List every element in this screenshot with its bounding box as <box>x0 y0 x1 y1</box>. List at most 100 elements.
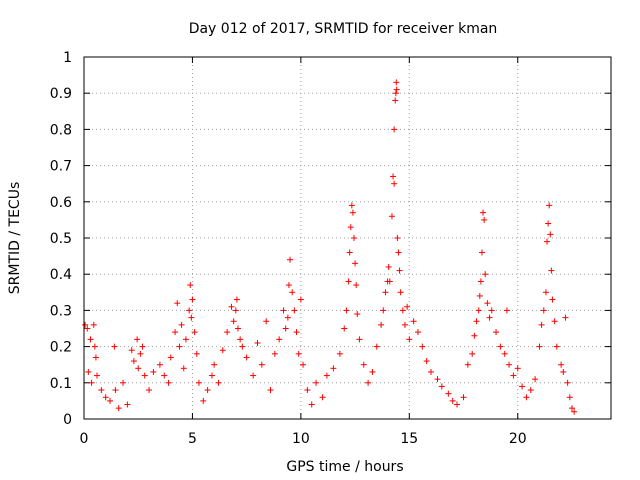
data-point <box>414 329 421 336</box>
data-point <box>224 329 231 336</box>
data-point <box>540 307 547 314</box>
data-point <box>388 213 395 220</box>
data-point <box>553 343 560 350</box>
x-tick-label: 10 <box>292 431 310 447</box>
data-point <box>280 307 287 314</box>
y-tick-label: 0.6 <box>50 195 72 211</box>
data-point <box>304 387 311 394</box>
data-point <box>84 325 91 332</box>
data-point <box>348 202 355 209</box>
data-point <box>124 401 131 408</box>
x-tick-label: 5 <box>188 431 197 447</box>
data-point <box>404 303 411 310</box>
data-point <box>336 350 343 357</box>
data-point <box>165 379 172 386</box>
y-tick-label: 0 <box>63 412 72 428</box>
plot-frame <box>83 56 612 420</box>
data-point <box>289 289 296 296</box>
data-point <box>497 343 504 350</box>
data-point <box>349 209 356 216</box>
data-point <box>208 372 215 379</box>
data-point <box>562 314 569 321</box>
data-point <box>188 314 195 321</box>
data-point <box>156 361 163 368</box>
data-point <box>438 383 445 390</box>
data-point <box>484 300 491 307</box>
x-axis-label: GPS time / hours <box>286 459 403 475</box>
data-point <box>473 318 480 325</box>
y-tick-label: 0.9 <box>50 86 72 102</box>
y-tick-label: 0.2 <box>50 340 72 356</box>
data-point <box>391 126 398 133</box>
data-point <box>137 350 144 357</box>
data-point <box>195 379 202 386</box>
data-point <box>90 321 97 328</box>
data-point <box>544 238 551 245</box>
y-tick-label: 0.5 <box>50 231 72 247</box>
data-point <box>356 336 363 343</box>
data-point <box>172 329 179 336</box>
data-point <box>380 307 387 314</box>
data-point <box>347 224 354 231</box>
data-point <box>378 321 385 328</box>
data-point <box>536 343 543 350</box>
data-point <box>493 329 500 336</box>
data-point <box>545 220 552 227</box>
data-point <box>115 405 122 412</box>
data-point <box>547 231 554 238</box>
x-tick-label: 0 <box>80 431 89 447</box>
data-point <box>107 397 114 404</box>
data-point <box>469 350 476 357</box>
data-point <box>478 249 485 256</box>
data-point <box>167 354 174 361</box>
data-point <box>560 368 567 375</box>
data-point <box>282 325 289 332</box>
data-point <box>204 387 211 394</box>
data-point <box>295 350 302 357</box>
data-point <box>228 303 235 310</box>
data-point <box>449 397 456 404</box>
data-point <box>243 354 250 361</box>
data-point <box>161 372 168 379</box>
data-point <box>523 394 530 401</box>
data-point <box>182 336 189 343</box>
data-point <box>191 329 198 336</box>
data-point <box>385 263 392 270</box>
data-point <box>514 365 521 372</box>
data-point <box>346 249 353 256</box>
data-point <box>341 325 348 332</box>
data-point <box>130 358 137 365</box>
data-point <box>232 307 239 314</box>
data-point <box>394 235 401 241</box>
data-point <box>482 271 489 278</box>
grid-lines <box>84 57 611 419</box>
x-tick-label: 15 <box>400 431 418 447</box>
data-point <box>564 379 571 386</box>
data-point <box>352 260 359 267</box>
data-point <box>480 209 487 216</box>
data-point <box>85 368 92 375</box>
data-point <box>193 350 200 357</box>
data-point <box>390 173 397 180</box>
data-point <box>150 368 157 375</box>
data-point <box>178 321 185 328</box>
data-point <box>284 314 291 321</box>
data-point <box>568 405 575 412</box>
data-point <box>401 321 408 328</box>
x-tick-label: 20 <box>509 431 527 447</box>
data-point <box>82 321 89 328</box>
data-point <box>527 387 534 394</box>
data-point <box>549 296 556 303</box>
data-point <box>471 332 478 339</box>
data-point <box>186 307 193 314</box>
data-point <box>532 376 539 383</box>
data-point <box>391 180 398 187</box>
data-point <box>271 350 278 357</box>
data-point <box>111 343 118 350</box>
data-point <box>267 387 274 394</box>
data-point <box>258 361 265 368</box>
data-point <box>434 376 441 383</box>
data-point <box>353 282 360 289</box>
data-point <box>510 372 517 379</box>
data-point <box>423 358 430 365</box>
